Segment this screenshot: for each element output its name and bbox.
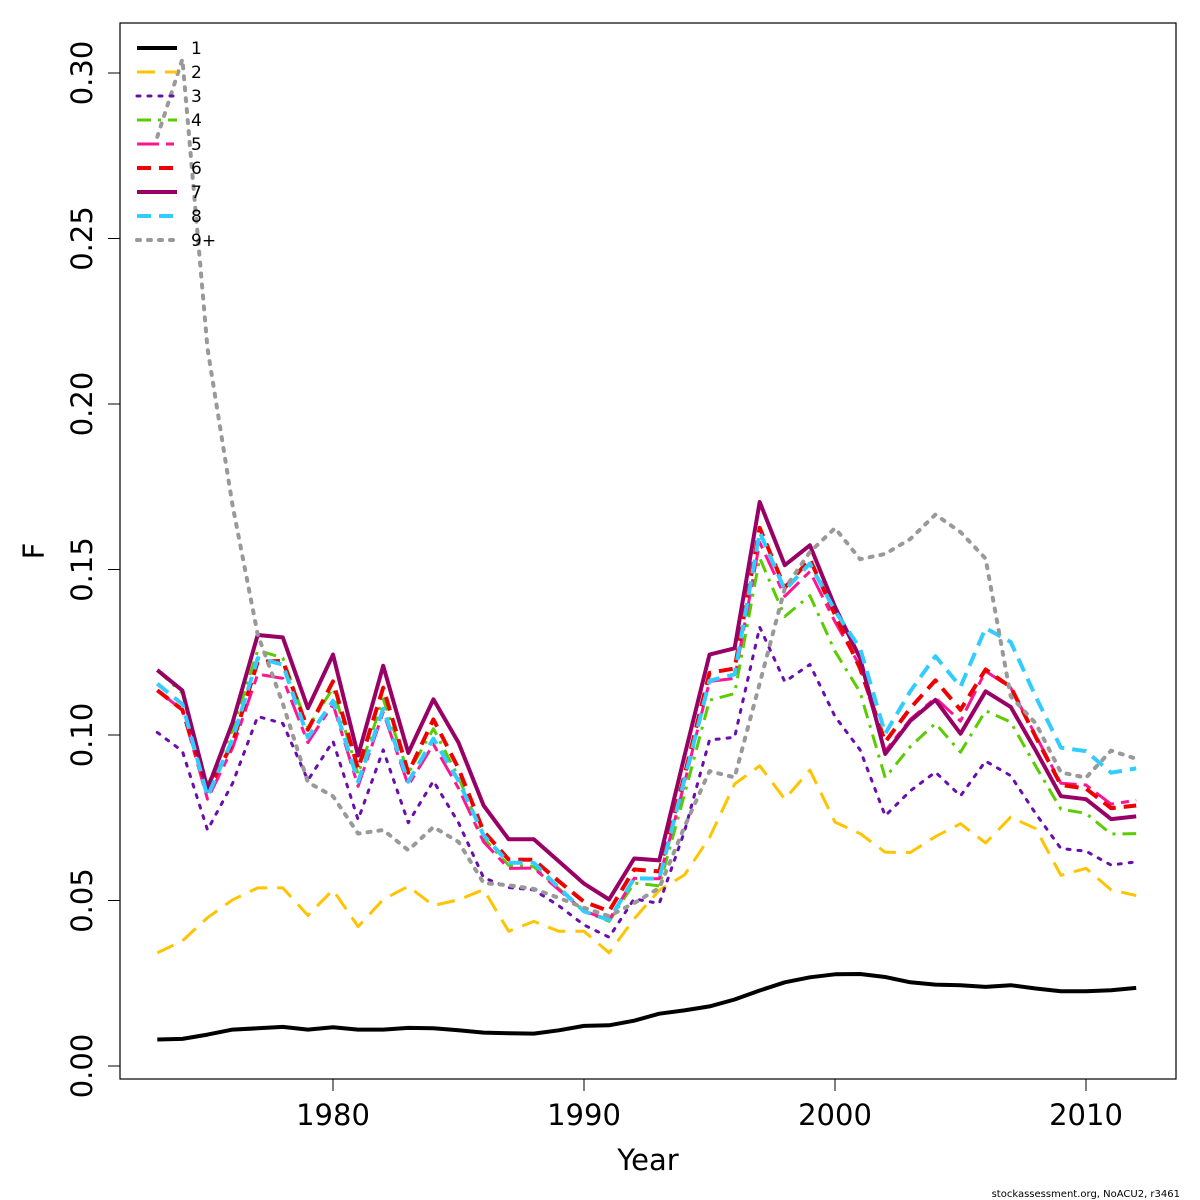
y-tick-label: 0.20 <box>65 372 99 437</box>
series-line-5 <box>156 540 1137 922</box>
series-layer <box>155 57 1139 1042</box>
plot-frame <box>119 22 1177 1080</box>
y-tick-label: 0.00 <box>65 1034 99 1099</box>
legend-label: 2 <box>191 63 202 83</box>
legend-label: 1 <box>191 39 202 59</box>
legend-label: 6 <box>191 159 202 179</box>
y-tick-label: 0.15 <box>65 537 99 602</box>
x-tick-label: 1980 <box>296 1098 370 1132</box>
series-line-1 <box>157 972 1137 1042</box>
series-line-8 <box>156 530 1137 922</box>
series-line-2 <box>156 764 1137 955</box>
x-tick-label: 1990 <box>547 1098 621 1132</box>
y-tick-label: 0.25 <box>65 206 99 271</box>
y-axis-label: F <box>17 543 51 560</box>
credit-text: stockassessment.org, NoACU2, r3461 <box>992 1189 1180 1200</box>
x-tick-label: 2010 <box>1049 1098 1123 1132</box>
y-tick-label: 0.05 <box>65 868 99 933</box>
series-line-6 <box>156 525 1137 914</box>
legend-label: 5 <box>191 135 202 155</box>
x-tick-label: 2000 <box>798 1098 872 1132</box>
series-line-9plus <box>155 57 1139 919</box>
legend: 1 2 3 4 5 6 7 8 9+ <box>135 39 216 251</box>
y-tick-label: 0.30 <box>65 41 99 106</box>
legend-label: 7 <box>191 183 202 203</box>
x-axis-label: Year <box>616 1143 678 1177</box>
series-line-4 <box>156 556 1137 923</box>
y-axis: 0.00 0.05 0.10 0.15 0.20 0.25 0.30 <box>65 41 121 1099</box>
series-line-7 <box>156 500 1137 902</box>
x-axis: 1980 1990 2000 2010 <box>296 1078 1123 1132</box>
legend-label: 4 <box>191 111 202 131</box>
y-tick-label: 0.10 <box>65 703 99 768</box>
legend-label: 9+ <box>191 231 216 251</box>
legend-label: 3 <box>191 87 202 107</box>
legend-label: 8 <box>191 207 202 227</box>
